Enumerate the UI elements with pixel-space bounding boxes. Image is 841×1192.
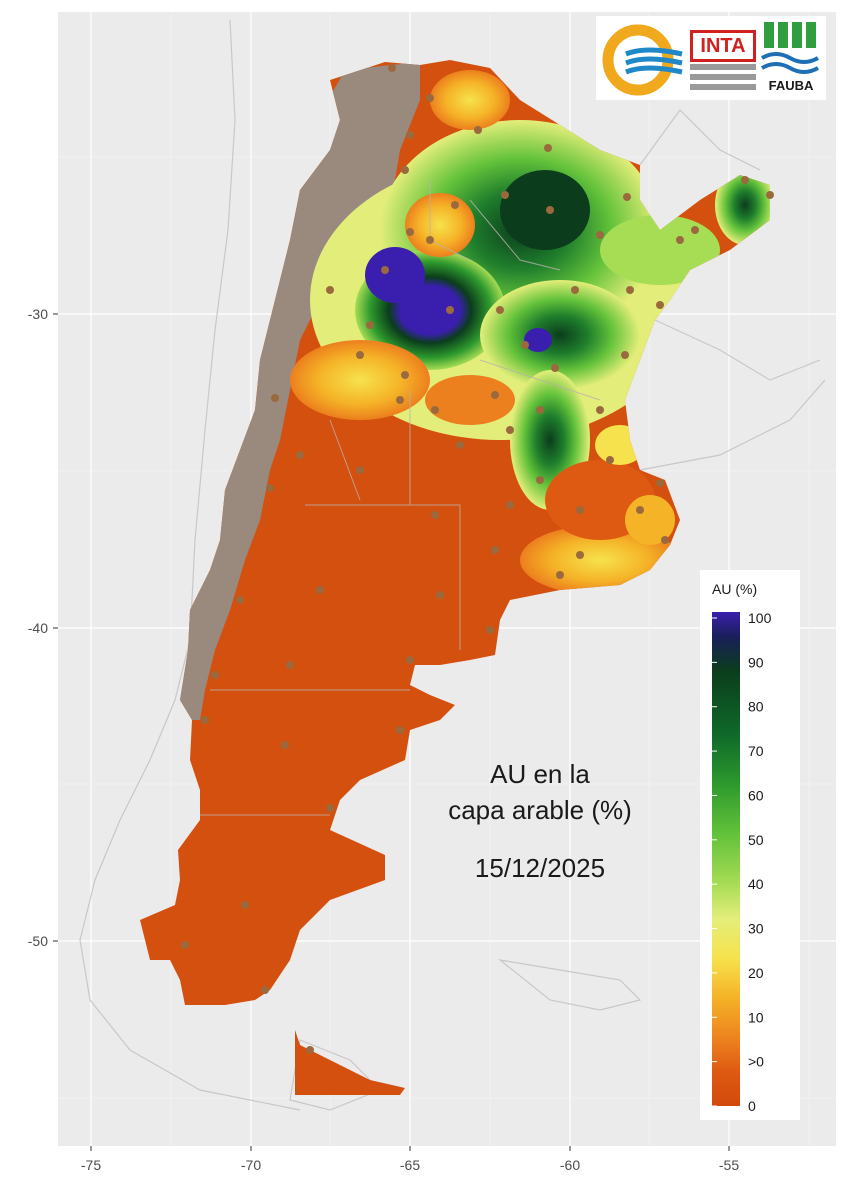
legend-label: 60: [748, 787, 764, 803]
y-tick-label: -30: [28, 306, 48, 322]
legend-title: AU (%): [712, 581, 757, 597]
legend-label: 20: [748, 965, 764, 981]
logo-strip: INTA FAUBA: [596, 16, 826, 100]
x-tick-label: -75: [81, 1157, 101, 1173]
y-tick-label: -50: [28, 933, 48, 949]
legend-label: 30: [748, 921, 764, 937]
x-tick-label: -65: [400, 1157, 420, 1173]
annotation-line-1: AU en la: [490, 759, 590, 789]
x-tick-label: -60: [560, 1157, 580, 1173]
legend-label: 100: [748, 610, 772, 626]
inti-logo-icon: [602, 22, 819, 96]
legend-label: 70: [748, 743, 764, 759]
inta-bars-icon: [690, 64, 756, 90]
legend-label: 90: [748, 654, 764, 670]
legend-label: 10: [748, 1009, 764, 1025]
annotation-date: 15/12/2025: [474, 853, 606, 883]
x-tick-label: -55: [719, 1157, 739, 1173]
legend-label: 50: [748, 832, 764, 848]
neighbor-borders: [79, 19, 826, 1111]
legend-label: >0: [748, 1054, 764, 1070]
annotation-line-2: capa arable (%): [448, 795, 632, 825]
legend-label: 40: [748, 876, 764, 892]
legend-label: 80: [748, 699, 764, 715]
fauba-logo-icon: [761, 22, 819, 74]
legend-colorbar: [712, 612, 740, 1106]
station-points: [181, 64, 774, 1054]
y-tick-label: -40: [28, 620, 48, 636]
argentina-land: [140, 60, 774, 1095]
inta-logo: INTA: [690, 30, 756, 62]
map-annotation: AU en la capa arable (%) 15/12/2025: [410, 756, 670, 886]
fauba-logo-text: FAUBA: [768, 78, 814, 93]
legend-label: 0: [748, 1098, 756, 1114]
x-axis: -75 -70 -65 -60 -55: [81, 1146, 739, 1173]
y-axis: -30 -40 -50: [28, 306, 58, 949]
legend: AU (%) 100 90 80 70 60 50 40 30 20 10 >0 0: [700, 570, 800, 1120]
x-tick-label: -70: [241, 1157, 261, 1173]
